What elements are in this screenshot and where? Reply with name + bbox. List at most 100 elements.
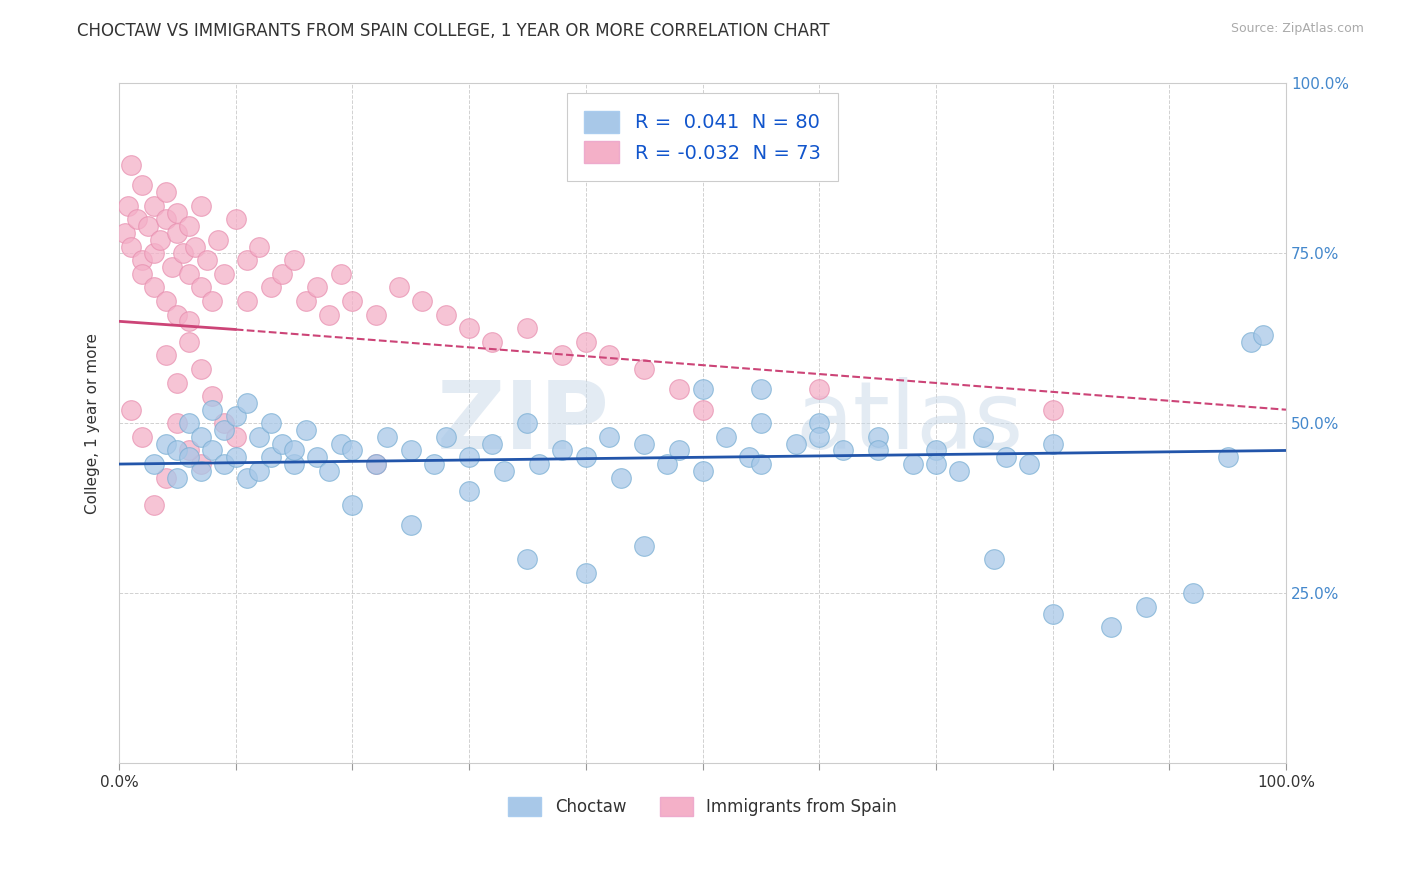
Point	[283, 457, 305, 471]
Point	[143, 498, 166, 512]
Point	[785, 436, 807, 450]
Point	[212, 423, 235, 437]
Point	[131, 253, 153, 268]
Point	[225, 409, 247, 424]
Point	[692, 382, 714, 396]
Point	[166, 376, 188, 390]
Point	[516, 417, 538, 431]
Point	[114, 226, 136, 240]
Point	[166, 308, 188, 322]
Point	[236, 470, 259, 484]
Point	[657, 457, 679, 471]
Text: ZIP: ZIP	[436, 377, 609, 469]
Point	[184, 239, 207, 253]
Point	[411, 293, 433, 308]
Point	[714, 430, 737, 444]
Point	[155, 470, 177, 484]
Point	[131, 430, 153, 444]
Point	[120, 402, 142, 417]
Point	[201, 402, 224, 417]
Point	[1042, 436, 1064, 450]
Point	[808, 417, 831, 431]
Point	[190, 457, 212, 471]
Point	[738, 450, 761, 465]
Point	[155, 436, 177, 450]
Point	[283, 253, 305, 268]
Point	[633, 362, 655, 376]
Point	[177, 334, 200, 349]
Point	[692, 464, 714, 478]
Point	[247, 464, 270, 478]
Point	[1251, 327, 1274, 342]
Point	[225, 450, 247, 465]
Point	[177, 417, 200, 431]
Point	[1042, 402, 1064, 417]
Point	[201, 443, 224, 458]
Point	[749, 457, 772, 471]
Point	[247, 239, 270, 253]
Point	[364, 308, 387, 322]
Point	[177, 219, 200, 234]
Point	[166, 226, 188, 240]
Point	[143, 280, 166, 294]
Point	[494, 464, 516, 478]
Point	[925, 443, 948, 458]
Point	[143, 246, 166, 260]
Point	[342, 498, 364, 512]
Point	[458, 321, 481, 335]
Point	[516, 552, 538, 566]
Point	[260, 280, 283, 294]
Text: CHOCTAW VS IMMIGRANTS FROM SPAIN COLLEGE, 1 YEAR OR MORE CORRELATION CHART: CHOCTAW VS IMMIGRANTS FROM SPAIN COLLEGE…	[77, 22, 830, 40]
Point	[131, 267, 153, 281]
Point	[388, 280, 411, 294]
Point	[808, 430, 831, 444]
Point	[551, 443, 574, 458]
Point	[575, 566, 598, 580]
Point	[271, 267, 294, 281]
Point	[516, 321, 538, 335]
Point	[136, 219, 159, 234]
Point	[166, 205, 188, 219]
Point	[364, 457, 387, 471]
Point	[1042, 607, 1064, 621]
Point	[983, 552, 1005, 566]
Point	[307, 450, 329, 465]
Point	[260, 450, 283, 465]
Point	[458, 484, 481, 499]
Point	[283, 443, 305, 458]
Point	[866, 430, 889, 444]
Point	[551, 348, 574, 362]
Point	[160, 260, 183, 274]
Point	[125, 212, 148, 227]
Point	[131, 178, 153, 193]
Point	[633, 436, 655, 450]
Point	[247, 430, 270, 444]
Point	[668, 443, 690, 458]
Point	[808, 382, 831, 396]
Point	[225, 430, 247, 444]
Point	[294, 423, 316, 437]
Point	[190, 430, 212, 444]
Point	[925, 457, 948, 471]
Point	[481, 334, 503, 349]
Point	[236, 293, 259, 308]
Point	[236, 253, 259, 268]
Y-axis label: College, 1 year or more: College, 1 year or more	[86, 333, 100, 514]
Point	[598, 348, 620, 362]
Point	[434, 308, 457, 322]
Point	[212, 457, 235, 471]
Point	[120, 239, 142, 253]
Point	[1099, 620, 1122, 634]
Point	[155, 185, 177, 199]
Point	[260, 417, 283, 431]
Point	[120, 158, 142, 172]
Point	[575, 450, 598, 465]
Point	[329, 267, 352, 281]
Point	[172, 246, 194, 260]
Point	[831, 443, 853, 458]
Point	[294, 293, 316, 308]
Point	[458, 450, 481, 465]
Point	[1018, 457, 1040, 471]
Point	[307, 280, 329, 294]
Point	[155, 348, 177, 362]
